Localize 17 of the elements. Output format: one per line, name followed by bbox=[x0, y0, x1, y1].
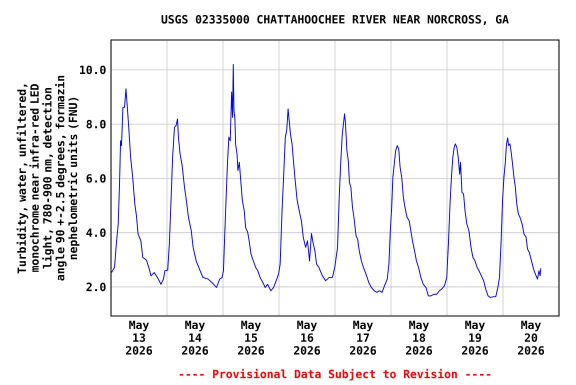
x-tick-label: May 18 2026 bbox=[406, 320, 432, 355]
x-tick-label: May 19 2026 bbox=[462, 320, 488, 355]
x-tick-label: May 20 2026 bbox=[518, 320, 544, 355]
x-tick-label: May 13 2026 bbox=[126, 320, 152, 355]
x-tick-label: May 16 2026 bbox=[294, 320, 320, 355]
chart-title: USGS 02335000 CHATTAHOOCHEE RIVER NEAR NORCROSS, GA bbox=[162, 15, 509, 26]
y-tick-label: 2.0 bbox=[86, 282, 106, 292]
text: ---- Provisional Data Subject to Revision ---- bbox=[180, 368, 490, 380]
x-tick-label: May 14 2026 bbox=[182, 320, 208, 355]
y-axis-title: Turbidity, water, unfiltered, monochrome near infra-red LED light, 780-900 nm, detection angle 90 +-2.5 degrees, formazin nephelometric units (FNU) bbox=[16, 76, 80, 281]
x-tick-label: May 17 2026 bbox=[350, 320, 376, 355]
y-tick-label: 10.0 bbox=[80, 66, 106, 74]
y-tick-label: 6.0 bbox=[86, 174, 106, 183]
y-tick-label: 8.0 bbox=[86, 120, 106, 128]
line-series bbox=[111, 64, 542, 298]
y-tick-label: 4.0 bbox=[86, 228, 106, 238]
x-tick-label: May 15 2026 bbox=[238, 320, 264, 355]
